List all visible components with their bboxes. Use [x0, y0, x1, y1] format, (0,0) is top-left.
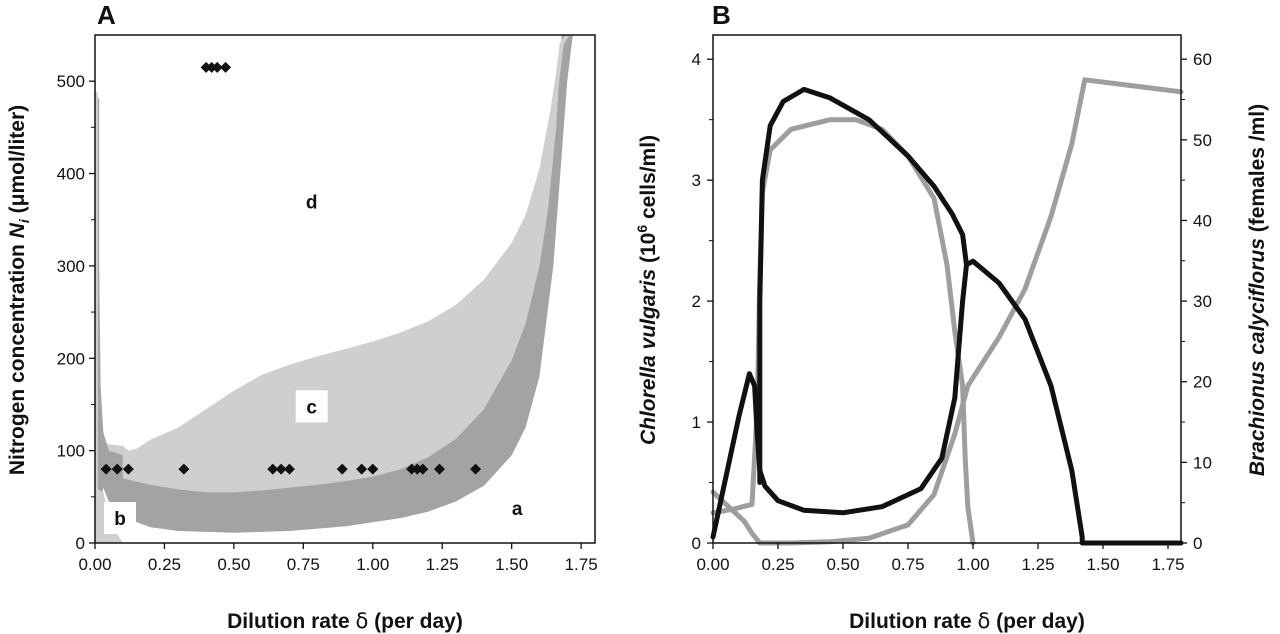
- panel-a-x-ticks: 0.00 0.25 0.50 0.75 1.00 1.25 1.50 1.75: [78, 543, 598, 574]
- b-ytick-left-label-4: 4: [692, 50, 701, 69]
- a-xtick-label-4: 1.00: [356, 555, 389, 574]
- a-ytick-label-0: 0: [76, 534, 85, 553]
- panel-b-right-y-axis-label: Brachionus calyciflorus (females /ml): [1246, 104, 1269, 476]
- b-ytick-right-label-3: 30: [1193, 292, 1212, 311]
- panel-a-plot-frame: [94, 34, 596, 544]
- b-xtick-label-3: 0.75: [891, 555, 924, 574]
- marker-lower-11: [411, 463, 423, 475]
- a-ytick-label-2: 200: [57, 349, 85, 368]
- panel-a-markers: [100, 61, 482, 475]
- marker-lower-12: [417, 463, 429, 475]
- panel-b-letter: B: [712, 0, 731, 30]
- marker-lower-3: [178, 463, 190, 475]
- marker-upper-0: [200, 61, 212, 73]
- panel-a-x-axis-label: Dilution rate δ (per day): [227, 609, 463, 633]
- b-ytick-right-label-4: 40: [1193, 211, 1212, 230]
- b-xtick-label-6: 1.50: [1086, 555, 1119, 574]
- marker-lower-13: [433, 463, 445, 475]
- region-label-a: a: [512, 499, 523, 520]
- marker-upper-1: [206, 61, 218, 73]
- b-xtick-label-7: 1.75: [1151, 555, 1184, 574]
- region-label-d: d: [306, 192, 318, 213]
- panel-b-right-y-ticks: 0 10 20 30 40 50 60: [1181, 50, 1212, 553]
- region-c-fill: [100, 35, 565, 493]
- b-xtick-label-2: 0.50: [826, 555, 859, 574]
- marker-lower-5: [275, 463, 287, 475]
- b-ytick-right-label-1: 10: [1193, 453, 1212, 472]
- b-xtick-label-5: 1.25: [1021, 555, 1054, 574]
- a-xtick-label-5: 1.25: [426, 555, 459, 574]
- panel-b-left-y-ticks: 0 1 2 3 4: [692, 50, 713, 553]
- a-ytick-label-5: 500: [57, 72, 85, 91]
- panel-a-region-labels: d c b a: [104, 192, 523, 535]
- region-label-c: c: [306, 397, 317, 418]
- series-line-0: [710, 258, 1184, 546]
- marker-upper-3: [220, 61, 232, 73]
- a-xtick-label-7: 1.75: [565, 555, 598, 574]
- a-ytick-label-4: 400: [57, 165, 85, 184]
- a-xtick-label-1: 0.25: [148, 555, 181, 574]
- b-xtick-label-4: 1.00: [956, 555, 989, 574]
- panel-b-plot-frame: [712, 34, 1182, 544]
- panel-a-letter: A: [97, 0, 116, 30]
- panel-b-lines: [710, 77, 1184, 546]
- b-ytick-left-label-3: 3: [692, 171, 701, 190]
- panel-b-left-y-axis-label: Chlorella vulgaris (106 cells/ml): [634, 135, 660, 445]
- panel-b-plot-background: [713, 35, 1181, 543]
- a-xtick-label-0: 0.00: [78, 555, 111, 574]
- panel-a-y-ticks: 0 100 200 300 400 500: [57, 72, 95, 553]
- panel-a: d c b a 0.00 0.25 0.50 0.75 1.00 1.25 1.50 1.75 0 1…: [6, 0, 598, 633]
- series-line-3: [710, 77, 1184, 546]
- b-ytick-right-label-0: 0: [1193, 534, 1202, 553]
- panel-b: 0.00 0.25 0.50 0.75 1.00 1.25 1.50 1.75 0 1 2 3 4 0…: [634, 0, 1269, 633]
- a-xtick-label-6: 1.50: [495, 555, 528, 574]
- b-ytick-left-label-1: 1: [692, 413, 701, 432]
- panel-a-regions: [94, 33, 573, 544]
- b-ytick-right-label-5: 50: [1193, 131, 1212, 150]
- right-edge-highlight: [548, 33, 569, 137]
- marker-lower-0: [100, 463, 112, 475]
- b-ytick-left-label-0: 0: [692, 534, 701, 553]
- b-xtick-label-1: 0.25: [761, 555, 794, 574]
- marker-lower-8: [356, 463, 368, 475]
- a-ytick-label-3: 300: [57, 257, 85, 276]
- marker-upper-2: [211, 61, 223, 73]
- b-xtick-label-0: 0.00: [696, 555, 729, 574]
- marker-lower-6: [283, 463, 295, 475]
- marker-lower-2: [122, 463, 134, 475]
- region-label-box-b: [104, 502, 136, 535]
- panel-b-x-ticks: 0.00 0.25 0.50 0.75 1.00 1.25 1.50 1.75: [696, 543, 1185, 574]
- b-ytick-left-label-2: 2: [692, 292, 701, 311]
- marker-lower-10: [406, 463, 418, 475]
- marker-lower-14: [470, 463, 482, 475]
- marker-lower-9: [367, 463, 379, 475]
- series-line-1: [757, 86, 969, 485]
- b-ytick-right-label-6: 60: [1193, 50, 1212, 69]
- a-xtick-label-3: 0.75: [287, 555, 320, 574]
- region-label-b: b: [114, 509, 126, 530]
- panel-a-y-axis-label: Nitrogen concentration Ni (μmol/liter): [6, 105, 32, 475]
- region-label-box-c: [295, 390, 328, 423]
- marker-lower-4: [267, 463, 279, 475]
- left-wall-fill: [95, 90, 123, 544]
- a-xtick-label-2: 0.50: [217, 555, 250, 574]
- a-ytick-label-1: 100: [57, 442, 85, 461]
- b-ytick-right-label-2: 20: [1193, 373, 1212, 392]
- marker-lower-7: [336, 463, 348, 475]
- panel-b-x-axis-label: Dilution rate δ (per day): [849, 609, 1085, 633]
- marker-lower-1: [111, 463, 123, 475]
